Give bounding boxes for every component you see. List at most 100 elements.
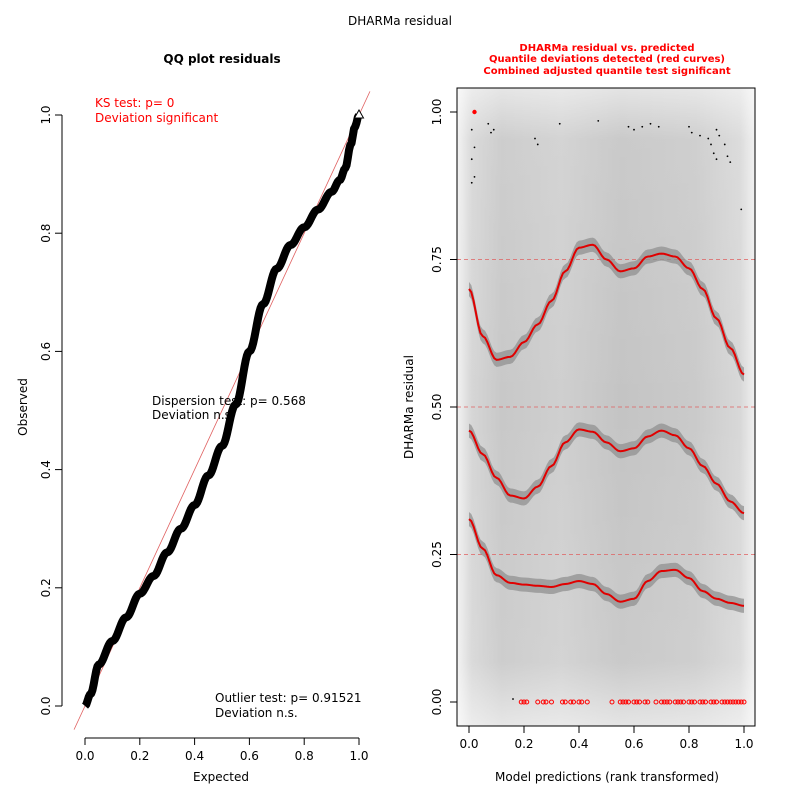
rvp-y-tick-label: 1.00 xyxy=(430,99,444,126)
rvp-residual-point xyxy=(473,176,476,178)
rvp-x-tick-label: 1.0 xyxy=(734,737,753,751)
rvp-outlier-point xyxy=(711,699,717,705)
qq-residual-points xyxy=(81,113,363,709)
rvp-residual-point xyxy=(729,161,732,164)
rvp-outlier-point xyxy=(708,699,714,705)
rvp-title-line-3: Combined adjusted quantile test signific… xyxy=(483,66,730,77)
rvp-x-label: Model predictions (rank transformed) xyxy=(495,770,719,784)
rvp-outlier-point xyxy=(521,699,527,705)
rvp-outlier-point xyxy=(535,699,541,705)
rvp-residual-points xyxy=(470,109,747,705)
rvp-residual-point xyxy=(470,128,473,131)
rvp-y-tick-label: 0.75 xyxy=(430,246,444,273)
rvp-outlier-point xyxy=(642,699,648,705)
rvp-outlier-point xyxy=(741,699,747,705)
qq-x-tick-label: 1.0 xyxy=(349,749,368,763)
rvp-residual-point xyxy=(649,122,652,125)
rvp-residual-point xyxy=(534,137,536,140)
rvp-x-tick-label: 0.2 xyxy=(514,737,533,751)
rvp-outlier-point xyxy=(631,699,637,705)
rvp-outlier-point xyxy=(659,699,664,705)
rvp-x-tick-label: 0.8 xyxy=(679,737,698,751)
rvp-outlier-point xyxy=(697,699,703,705)
rvp-y-ticks: 0.00 0.25 0.50 0.75 1.00 xyxy=(430,99,458,716)
rvp-outlier-point xyxy=(472,109,477,115)
figure-title: DHARMa residual xyxy=(348,14,452,28)
rvp-outlier-point xyxy=(722,699,728,705)
rvp-outlier-point xyxy=(568,699,574,705)
rvp-outlier-point xyxy=(549,699,554,705)
qq-y-tick-label: 0.2 xyxy=(39,578,53,597)
rvp-quantile-curve xyxy=(468,243,745,376)
rvp-residual-point xyxy=(723,143,726,146)
rvp-residual-point xyxy=(690,131,693,134)
qq-y-tick-label: 0.0 xyxy=(39,696,53,715)
qq-y-ticks: 0.0 0.2 0.4 0.6 0.8 1.0 xyxy=(39,105,62,716)
rvp-outlier-point xyxy=(562,699,568,705)
rvp-residual-point xyxy=(558,122,561,125)
rvp-x-ticks: 0.0 0.2 0.4 0.6 0.8 1.0 xyxy=(459,725,754,751)
rvp-outlier-point xyxy=(678,699,684,705)
rvp-residual-point xyxy=(492,128,495,131)
rvp-outlier-point xyxy=(686,699,692,705)
rvp-outlier-point xyxy=(730,699,736,705)
rvp-residual-point xyxy=(707,137,710,140)
rvp-outlier-point xyxy=(571,699,576,705)
qq-x-tick-label: 0.0 xyxy=(75,749,94,763)
rvp-outlier-point xyxy=(524,699,530,705)
qq-x-tick-label: 0.2 xyxy=(130,749,149,763)
rvp-residual-point xyxy=(473,146,476,149)
rvp-outlier-point xyxy=(637,699,642,705)
ks-test-text: KS test: p= 0 xyxy=(95,96,174,110)
rvp-residual-point xyxy=(627,125,630,128)
rvp-residual-point xyxy=(641,125,644,128)
qq-x-ticks: 0.0 0.2 0.4 0.6 0.8 1.0 xyxy=(75,738,369,763)
rvp-residual-point xyxy=(688,125,690,128)
rvp-outlier-point xyxy=(733,699,739,705)
rvp-outlier-point xyxy=(560,699,565,705)
outlier-deviation-text: Deviation n.s. xyxy=(215,706,298,720)
rvp-outlier-point xyxy=(736,699,741,705)
rvp-outlier-point xyxy=(700,699,706,705)
rvp-outlier-point xyxy=(667,699,673,705)
rvp-x-tick-label: 0.6 xyxy=(624,737,643,751)
qq-y-tick-label: 1.0 xyxy=(39,105,53,124)
rvp-outlier-point xyxy=(634,699,640,705)
rvp-residual-point xyxy=(470,158,473,161)
rvp-outlier-point xyxy=(626,699,631,705)
rvp-outlier-point xyxy=(689,699,695,705)
rvp-residual-point xyxy=(657,125,660,128)
rvp-confidence-band xyxy=(469,237,744,382)
rvp-outlier-point xyxy=(543,699,549,705)
rvp-y-tick-label: 0.00 xyxy=(430,689,444,716)
ks-deviation-text: Deviation significant xyxy=(95,111,218,125)
qq-plot-panel: QQ plot residuals 0.0 0.2 0.4 0.6 0.8 1.0 0.0… xyxy=(16,52,371,784)
rvp-outlier-point xyxy=(714,699,719,705)
rvp-outlier-point xyxy=(727,699,733,705)
rvp-outlier-point xyxy=(584,699,590,705)
rvp-outlier-point xyxy=(738,699,744,705)
rvp-outlier-point xyxy=(661,699,667,705)
rvp-outlier-point xyxy=(692,699,697,705)
rvp-title-line-2: Quantile deviations detected (red curves… xyxy=(489,54,725,65)
rvp-quantile-curve xyxy=(468,518,745,607)
dispersion-deviation-text: Deviation n.s. xyxy=(152,408,235,422)
qq-y-tick-label: 0.6 xyxy=(39,342,53,361)
rvp-residual-point xyxy=(715,158,718,161)
rvp-outlier-point xyxy=(719,699,725,705)
qq-end-marker xyxy=(353,108,365,119)
rvp-outlier-point xyxy=(664,699,670,705)
qq-x-tick-label: 0.4 xyxy=(185,749,204,763)
rvp-outlier-point xyxy=(540,699,546,705)
rvp-y-label: DHARMa residual xyxy=(402,355,416,459)
rvp-residual-point xyxy=(712,152,715,155)
qq-x-tick-label: 0.8 xyxy=(295,749,314,763)
rvp-residual-point xyxy=(726,155,729,158)
rvp-residual-point xyxy=(470,181,473,184)
rvp-outlier-point xyxy=(703,699,708,705)
rvp-outlier-point xyxy=(518,699,524,705)
rvp-outlier-point xyxy=(617,699,623,705)
rvp-outlier-point xyxy=(609,699,615,705)
rvp-outlier-point xyxy=(653,699,659,705)
